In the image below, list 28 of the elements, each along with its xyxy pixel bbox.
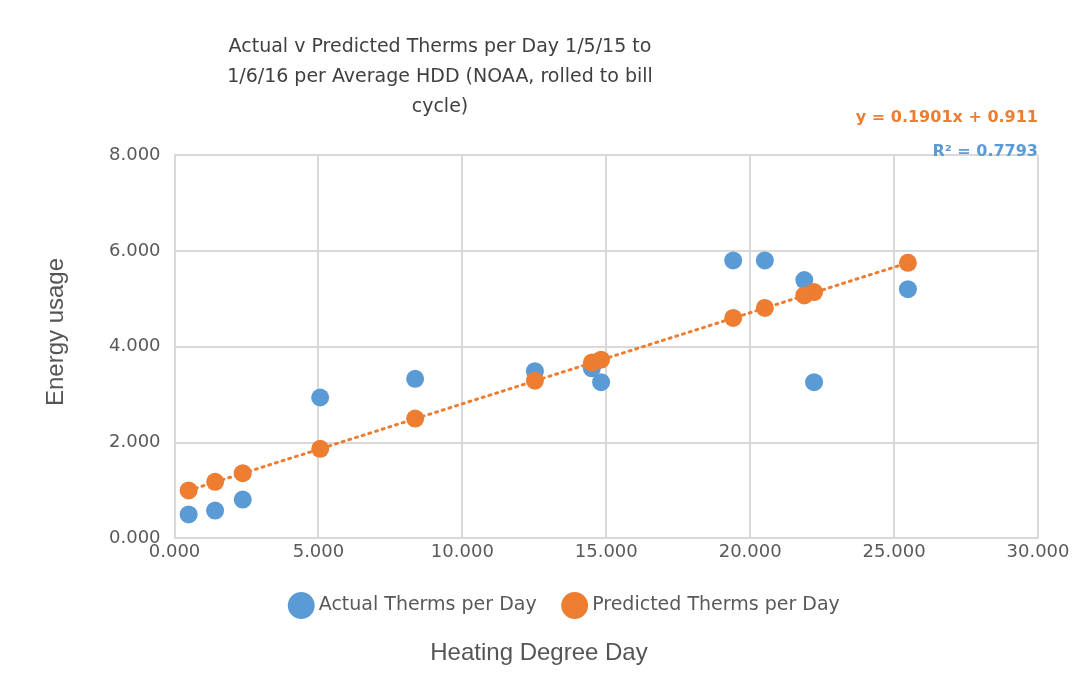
point: [898, 280, 917, 299]
point: [898, 253, 917, 272]
point: [805, 373, 824, 392]
annotation: R² = 0.7793: [931, 140, 1038, 162]
point: [592, 373, 611, 392]
y-axis-title: Energy usage: [41, 256, 69, 409]
x-tick-label: 25.000: [862, 539, 926, 561]
legend-label: Predicted Therms per Day: [592, 592, 840, 615]
point: [179, 505, 198, 524]
point: [233, 490, 252, 509]
point: [206, 501, 225, 520]
x-axis-title: Heating Degree Day: [429, 638, 649, 666]
text: y = 0.1901x + 0.911: [855, 106, 1038, 128]
y-tick-label: 8.000: [109, 142, 161, 164]
y-tick-label: 6.000: [109, 238, 161, 260]
x-tick-label: 10.000: [430, 539, 494, 561]
point: [406, 369, 425, 388]
x-tick-label: 15.000: [574, 539, 638, 561]
legend-label: Actual Therms per Day: [318, 592, 537, 615]
x-tick-label: 5.000: [292, 539, 345, 561]
point: [311, 388, 330, 407]
point: [724, 251, 743, 270]
x-tick-label: 20.000: [718, 539, 782, 561]
point: [755, 251, 774, 270]
x-tick-label: 30.000: [1006, 539, 1070, 561]
y-tick-label: 4.000: [109, 334, 161, 356]
chart-title: Actual v Predicted Therms per Day 1/5/15 to 1/6/16 per Average HDD (NOAA, rolled to bill cycle): [226, 33, 654, 118]
y-tick-label: 2.000: [109, 430, 161, 452]
